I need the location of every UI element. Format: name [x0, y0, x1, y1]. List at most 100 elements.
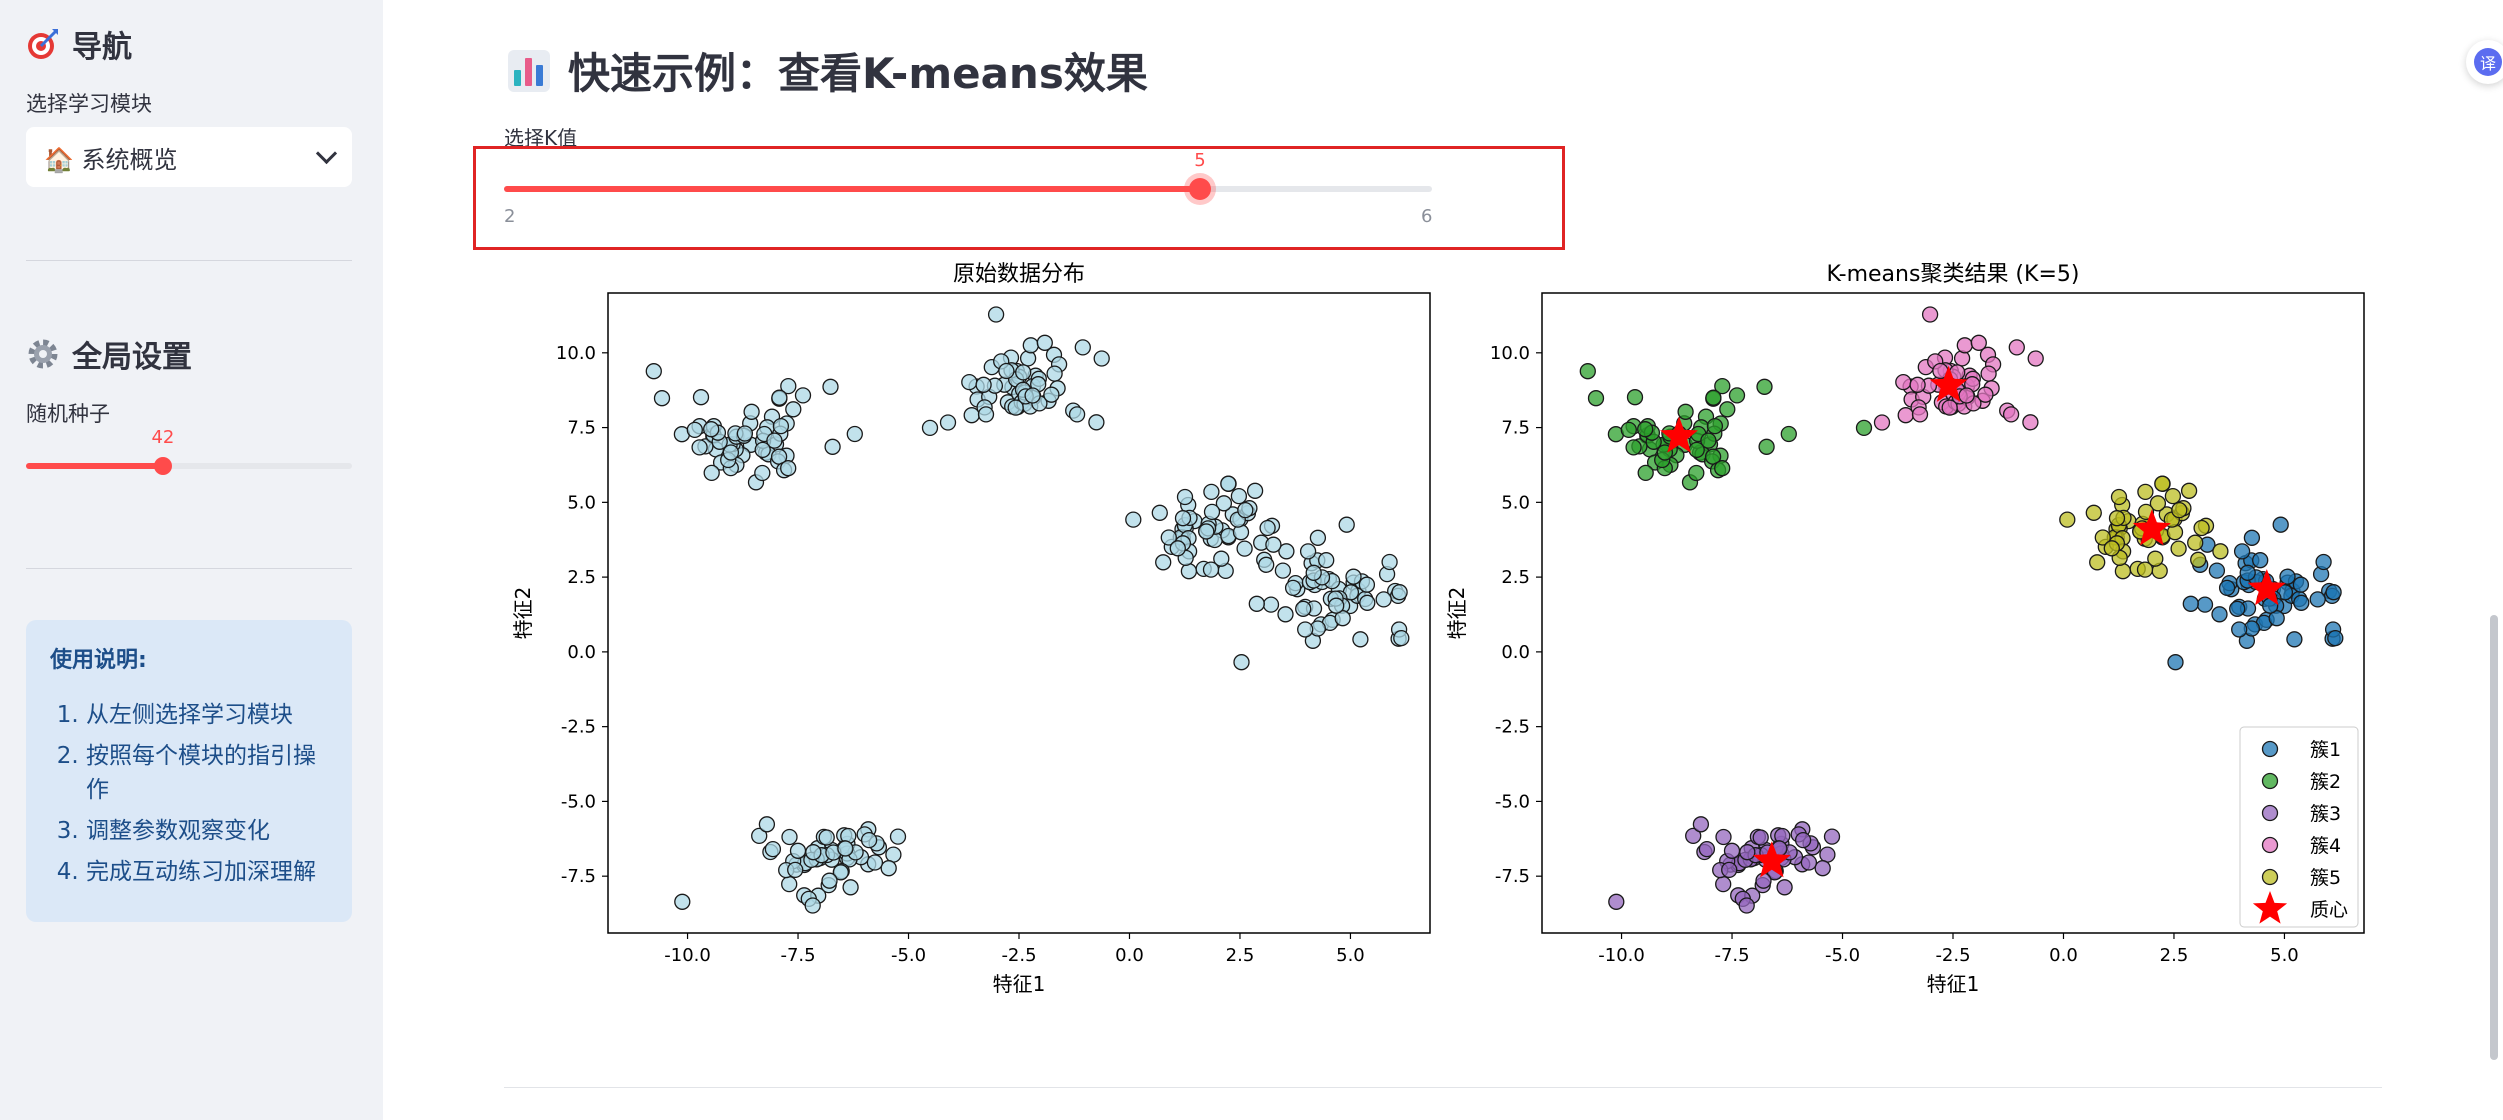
legend-marker: [2261, 804, 2279, 822]
scatter-point: [824, 438, 841, 455]
k-value: 5: [1194, 150, 1206, 171]
scatter-point: [1318, 552, 1335, 569]
centroid-marker: [1752, 841, 1791, 878]
scatter-point: [2022, 414, 2039, 431]
scatter-point: [1068, 406, 1086, 423]
scatter-point: [743, 403, 760, 420]
scatter-point: [1953, 350, 1971, 367]
scatter-point: [1958, 387, 1975, 404]
scatter-point: [818, 829, 835, 846]
usage-step: 按照每个模块的指引操作: [86, 739, 328, 807]
scrollbar[interactable]: [2490, 615, 2498, 1060]
scatter-point: [2147, 550, 2164, 567]
highlight-box: [473, 146, 1565, 250]
scatter-point: [2325, 584, 2342, 601]
x-tick-label: -5.0: [891, 945, 926, 966]
scatter-point: [789, 842, 807, 859]
scatter-point: [1036, 334, 1053, 351]
x-tick-label: 0.0: [1115, 945, 1144, 966]
usage-steps: 从左侧选择学习模块 按照每个模块的指引操作 调整参数观察变化 完成互动练习加深理…: [50, 698, 328, 889]
scatter-point: [1359, 594, 1376, 611]
y-tick-label: -7.5: [561, 866, 596, 887]
scatter-point: [2327, 629, 2344, 647]
x-tick-label: 5.0: [1336, 945, 1365, 966]
scatter-point: [2027, 350, 2044, 367]
legend-marker: [2261, 772, 2279, 790]
scatter-point: [736, 425, 754, 442]
x-tick-label: -7.5: [1714, 945, 1749, 966]
scatter-point: [2108, 510, 2126, 527]
x-tick-label: -10.0: [1598, 945, 1645, 966]
scatter-point: [1215, 495, 1233, 512]
scatter-point: [2180, 482, 2198, 499]
x-tick-label: 5.0: [2270, 945, 2299, 966]
scatter-point: [866, 854, 884, 871]
scatter-point: [939, 414, 957, 431]
scatter-point: [772, 417, 790, 435]
translate-button[interactable]: 译: [2466, 40, 2503, 84]
scatter-point: [674, 893, 691, 910]
scatter-point: [1334, 610, 1351, 627]
scatter-point: [1980, 365, 1997, 382]
scatter-point: [1328, 597, 1345, 614]
scatter-point: [1262, 596, 1280, 613]
scatter-point: [2171, 501, 2188, 519]
scatter-point: [1375, 591, 1392, 608]
scatter-point: [1258, 556, 1275, 573]
scatter-point: [860, 831, 878, 849]
y-tick-label: 5.0: [1501, 492, 1530, 513]
scatter-point: [2085, 504, 2102, 521]
scatter-point: [1800, 854, 1818, 871]
scatter-point: [1970, 334, 1987, 351]
legend-marker: [2261, 868, 2279, 886]
scatter-point: [1620, 421, 1637, 439]
k-slider-thumb[interactable]: [1189, 178, 1211, 200]
scatter-point: [691, 439, 708, 456]
scatter-point: [1723, 842, 1741, 859]
seed-slider[interactable]: 42: [26, 427, 352, 475]
legend-label: 簇3: [2310, 803, 2341, 825]
scatter-point: [2137, 483, 2154, 501]
scatter-point: [2239, 564, 2256, 581]
module-select[interactable]: 🏠 系统概览: [26, 127, 352, 187]
k-max-label: 6: [1421, 206, 1433, 227]
usage-step: 完成互动练习加深理解: [86, 855, 328, 889]
scatter-point: [780, 377, 797, 395]
seed-slider-thumb[interactable]: [153, 457, 172, 475]
x-tick-label: -7.5: [780, 945, 815, 966]
centroid-marker: [2132, 509, 2171, 546]
scatter-point: [2094, 529, 2111, 546]
scatter-point: [1297, 621, 1314, 638]
scatter-point: [2193, 519, 2210, 537]
y-tick-label: 7.5: [567, 418, 596, 439]
divider: [26, 260, 352, 261]
scatter-point: [1780, 425, 1797, 443]
scatter-point: [2136, 561, 2154, 578]
scatter-point: [1019, 350, 1037, 367]
scatter-point: [751, 827, 768, 845]
scatter-point: [1265, 536, 1282, 553]
y-tick-label: 5.0: [567, 492, 596, 513]
scatter-point: [1714, 460, 1731, 477]
scatter-point: [805, 844, 822, 861]
scatter-point: [1685, 827, 1702, 845]
usage-step: 调整参数观察变化: [86, 814, 328, 848]
y-tick-label: 10.0: [1490, 343, 1530, 364]
scatter-point: [2208, 562, 2226, 579]
y-tick-label: 0.0: [567, 642, 596, 663]
x-axis-label: 特征1: [1927, 972, 1980, 996]
scatter-point: [1911, 406, 1929, 423]
legend-label: 簇1: [2310, 739, 2341, 761]
scatter-point: [1909, 376, 1926, 393]
scatter-point: [703, 421, 720, 438]
y-tick-label: 0.0: [1501, 642, 1530, 663]
k-slider[interactable]: 5: [504, 150, 1432, 200]
scatter-point: [1391, 584, 1408, 601]
scatter-point: [2170, 540, 2187, 557]
scatter-point: [1758, 438, 1775, 455]
scatter-point: [1692, 816, 1710, 833]
scatter-point: [781, 828, 798, 846]
scatter-point: [1698, 840, 1716, 858]
scatter-point: [1714, 377, 1731, 395]
scatter-point: [1977, 386, 1994, 403]
